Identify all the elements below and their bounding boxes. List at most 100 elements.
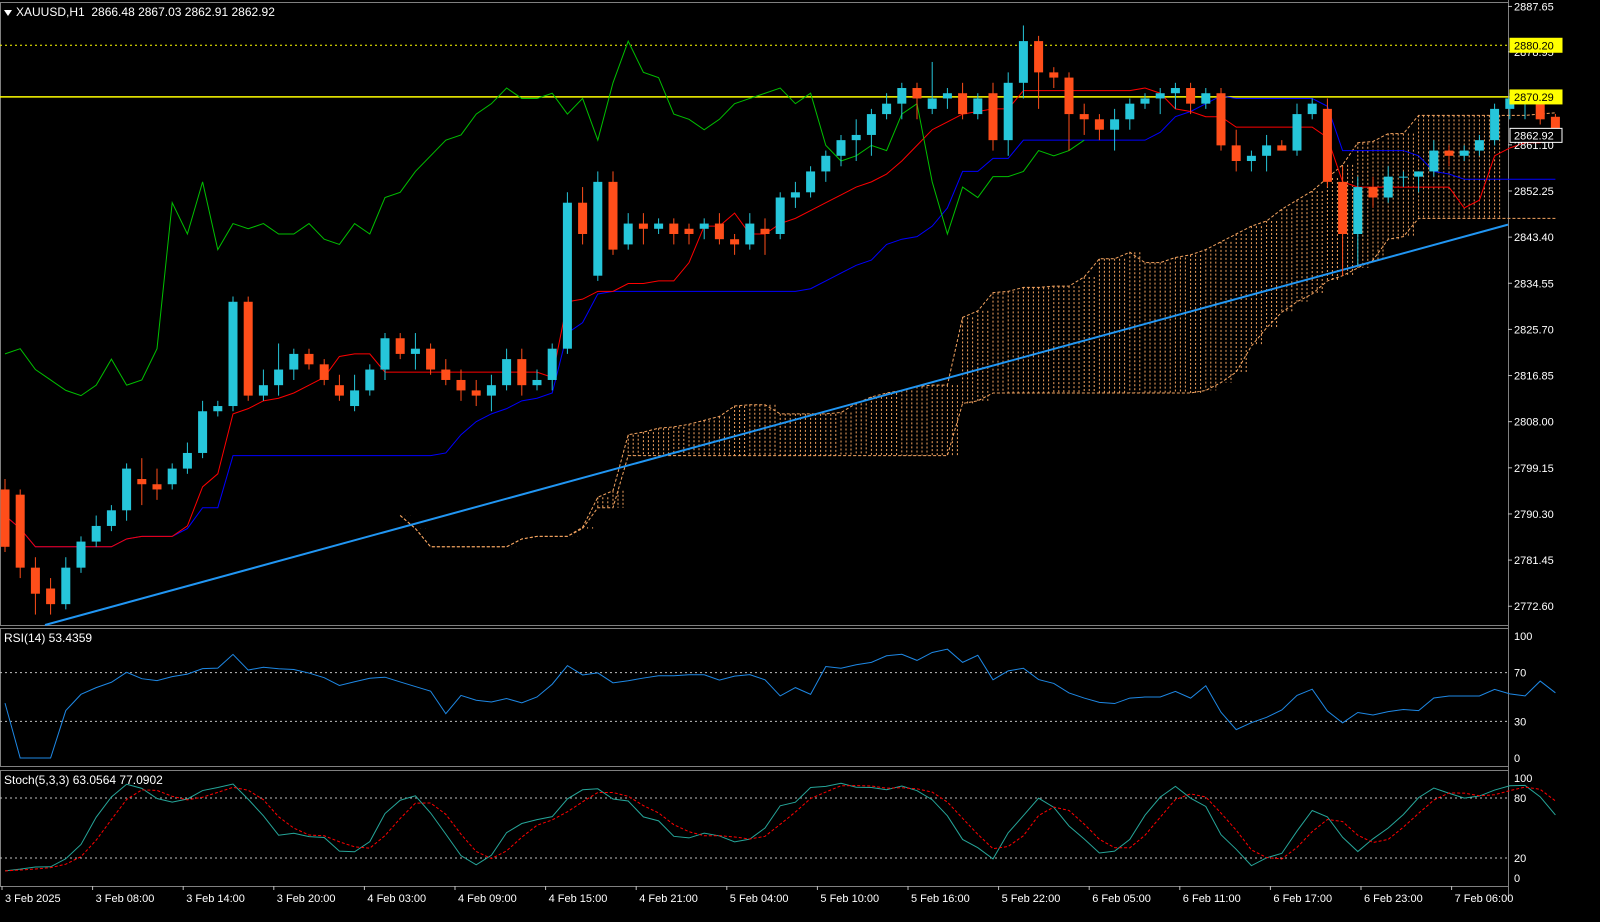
ohlc-label: 2866.48 2867.03 2862.91 2862.92	[91, 5, 275, 19]
price-tag-label: 2880.20	[1514, 40, 1554, 52]
candle-body	[578, 202, 588, 234]
stoch-axis-label: 20	[1514, 853, 1526, 865]
rsi-panel: 100 70 30 0	[0, 631, 1556, 765]
candle-body	[1049, 72, 1059, 78]
candlesticks	[0, 25, 1560, 615]
candle-body	[0, 489, 10, 547]
horizontal-lines[interactable]	[0, 44, 1508, 98]
price-tick-label: 2790.30	[1514, 509, 1554, 521]
candle-body	[122, 468, 132, 511]
candle-body	[334, 385, 344, 396]
candle-body	[1201, 93, 1211, 104]
trendline[interactable]	[44, 223, 1509, 626]
candle-body	[912, 88, 922, 99]
candle-body	[593, 181, 603, 276]
candle-body	[988, 93, 998, 141]
stoch-axis-label: 100	[1514, 773, 1532, 785]
candle-body	[775, 197, 785, 234]
ichimoku-cloud	[399, 112, 1556, 548]
candle-body	[1444, 150, 1454, 156]
candle-body	[365, 369, 375, 391]
candle-body	[1170, 88, 1180, 94]
time-tick-label: 6 Feb 17:00	[1273, 893, 1332, 905]
candle-body	[1459, 150, 1469, 156]
time-tick-label: 5 Feb 04:00	[730, 893, 789, 905]
candle-body	[699, 223, 709, 229]
rsi-axis-label: 70	[1514, 668, 1526, 680]
price-tick-label: 2834.55	[1514, 278, 1554, 290]
candle-body	[289, 353, 299, 370]
price-tag-box	[1509, 37, 1563, 53]
time-tick-label: 4 Feb 03:00	[367, 893, 426, 905]
candle-body	[790, 192, 800, 198]
rsi-axis-label: 100	[1514, 631, 1532, 643]
candle-body	[1550, 116, 1560, 136]
candle-body	[1535, 103, 1545, 120]
time-axis: 3 Feb 2025 3 Feb 08:00 3 Feb 14:00 3 Feb 20…	[1, 886, 1514, 905]
candle-body	[1034, 41, 1044, 73]
candle-body	[1125, 103, 1135, 120]
candle-body	[243, 301, 253, 396]
candle-body	[638, 223, 648, 229]
price-axis: 2887.652878.952870.292861.102852.252843.…	[1508, 1, 1563, 613]
price-tick-label: 2772.60	[1514, 601, 1554, 613]
candle-body	[1262, 145, 1272, 156]
candle-body	[1064, 77, 1074, 115]
stoch-panel: 100 80 20 0	[0, 773, 1556, 885]
candle-body	[213, 406, 223, 412]
candle-body	[1003, 82, 1013, 141]
time-tick-label: 4 Feb 15:00	[549, 893, 608, 905]
candle-body	[167, 468, 177, 485]
candle-body	[684, 228, 694, 234]
candle-body	[471, 390, 481, 396]
candle-body	[1353, 187, 1363, 234]
candle-body	[517, 359, 527, 386]
candle-body	[441, 369, 451, 380]
candle-body	[1110, 119, 1120, 130]
candle-body	[76, 541, 86, 568]
candle-body	[1018, 41, 1028, 83]
candle-body	[1079, 114, 1089, 120]
time-tick-label: 3 Feb 20:00	[277, 893, 336, 905]
time-tick-label: 5 Feb 16:00	[911, 893, 970, 905]
candle-body	[46, 588, 56, 605]
candle-body	[106, 510, 116, 526]
candle-body	[608, 181, 618, 250]
price-panel-frame	[0, 0, 1509, 900]
dropdown-triangle-icon[interactable]	[4, 9, 12, 16]
candle-body	[502, 359, 512, 386]
candle-body	[973, 98, 983, 115]
panel-frame	[0, 628, 1509, 767]
stoch-axis-label: 0	[1514, 873, 1520, 885]
symbol-header: XAUUSD,H1 2866.48 2867.03 2862.91 2862.9…	[4, 5, 275, 19]
price-tick-label: 2852.25	[1514, 186, 1554, 198]
candle-body	[456, 379, 466, 391]
candle-body	[410, 348, 420, 354]
time-tick-label: 7 Feb 06:00	[1455, 893, 1514, 905]
candle-body	[1155, 93, 1165, 99]
candle-body	[198, 411, 208, 453]
candle-body	[1368, 187, 1378, 198]
candle-body	[654, 223, 664, 229]
candle-body	[1277, 145, 1287, 151]
time-tick-label: 6 Feb 23:00	[1364, 893, 1423, 905]
candle-body	[15, 494, 25, 568]
time-tick-label: 4 Feb 09:00	[458, 893, 517, 905]
time-tick-label: 4 Feb 21:00	[639, 893, 698, 905]
price-tag-label: 2870.29	[1514, 92, 1554, 104]
candle-body	[182, 452, 192, 469]
candle-body	[152, 484, 162, 490]
candle-body	[866, 114, 876, 135]
rsi-line	[4, 648, 1556, 759]
rsi-axis-label: 30	[1514, 716, 1526, 728]
candle-body	[137, 479, 147, 485]
candle-body	[61, 567, 71, 605]
stoch-main-line	[4, 782, 1556, 872]
candle-body	[1383, 176, 1393, 198]
senkou-span-a	[399, 112, 1556, 548]
candle-body	[1246, 155, 1256, 162]
time-tick-label: 6 Feb 05:00	[1092, 893, 1151, 905]
candle-body	[319, 364, 329, 380]
time-tick-label: 3 Feb 2025	[5, 893, 61, 905]
